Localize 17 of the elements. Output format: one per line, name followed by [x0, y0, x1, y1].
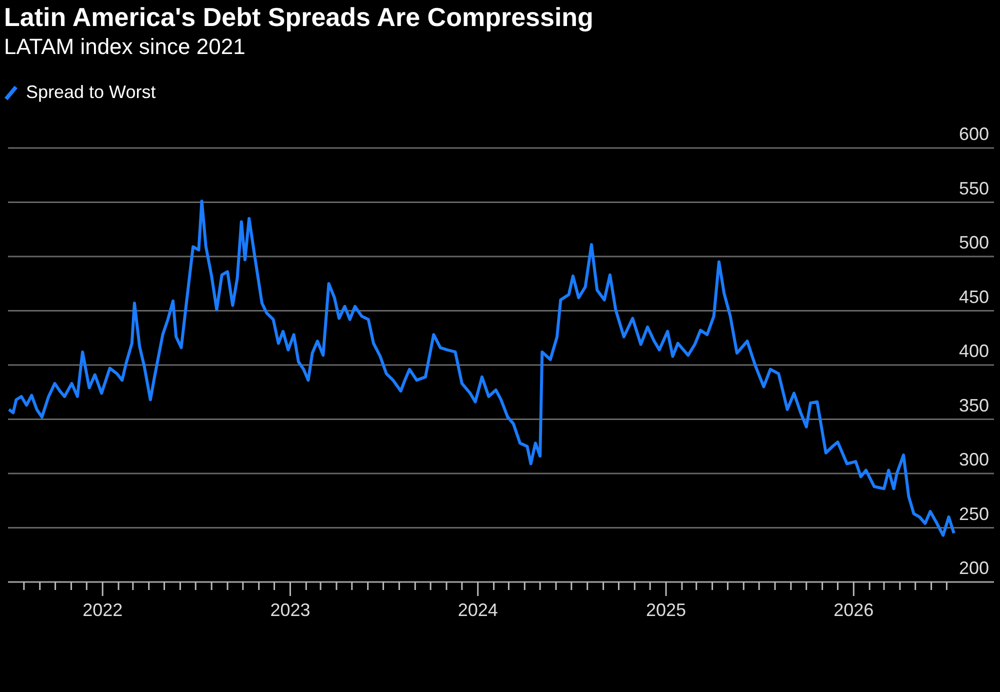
y-tick-label: 600 [958, 124, 989, 144]
x-tick-label: 2022 [82, 600, 123, 620]
y-tick-label: 300 [958, 450, 989, 470]
x-tick-label: 2025 [646, 600, 686, 620]
y-tick-label: 350 [958, 395, 989, 416]
y-tick-label: 400 [958, 341, 989, 361]
legend-label: Spread to Worst [26, 82, 156, 103]
y-tick-label: 200 [958, 558, 989, 578]
y-tick-label: 450 [958, 286, 989, 307]
chart-subtitle: LATAM index since 2021 [4, 34, 246, 60]
x-tick-label: 2026 [834, 600, 874, 620]
y-tick-label: 500 [958, 232, 989, 252]
y-tick-label: 550 [958, 178, 989, 198]
x-tick-label: 2024 [458, 600, 498, 620]
y-tick-label: 250 [958, 504, 989, 524]
x-tick-label: 2023 [270, 600, 310, 620]
chart-title: Latin America's Debt Spreads Are Compressing [4, 2, 594, 33]
